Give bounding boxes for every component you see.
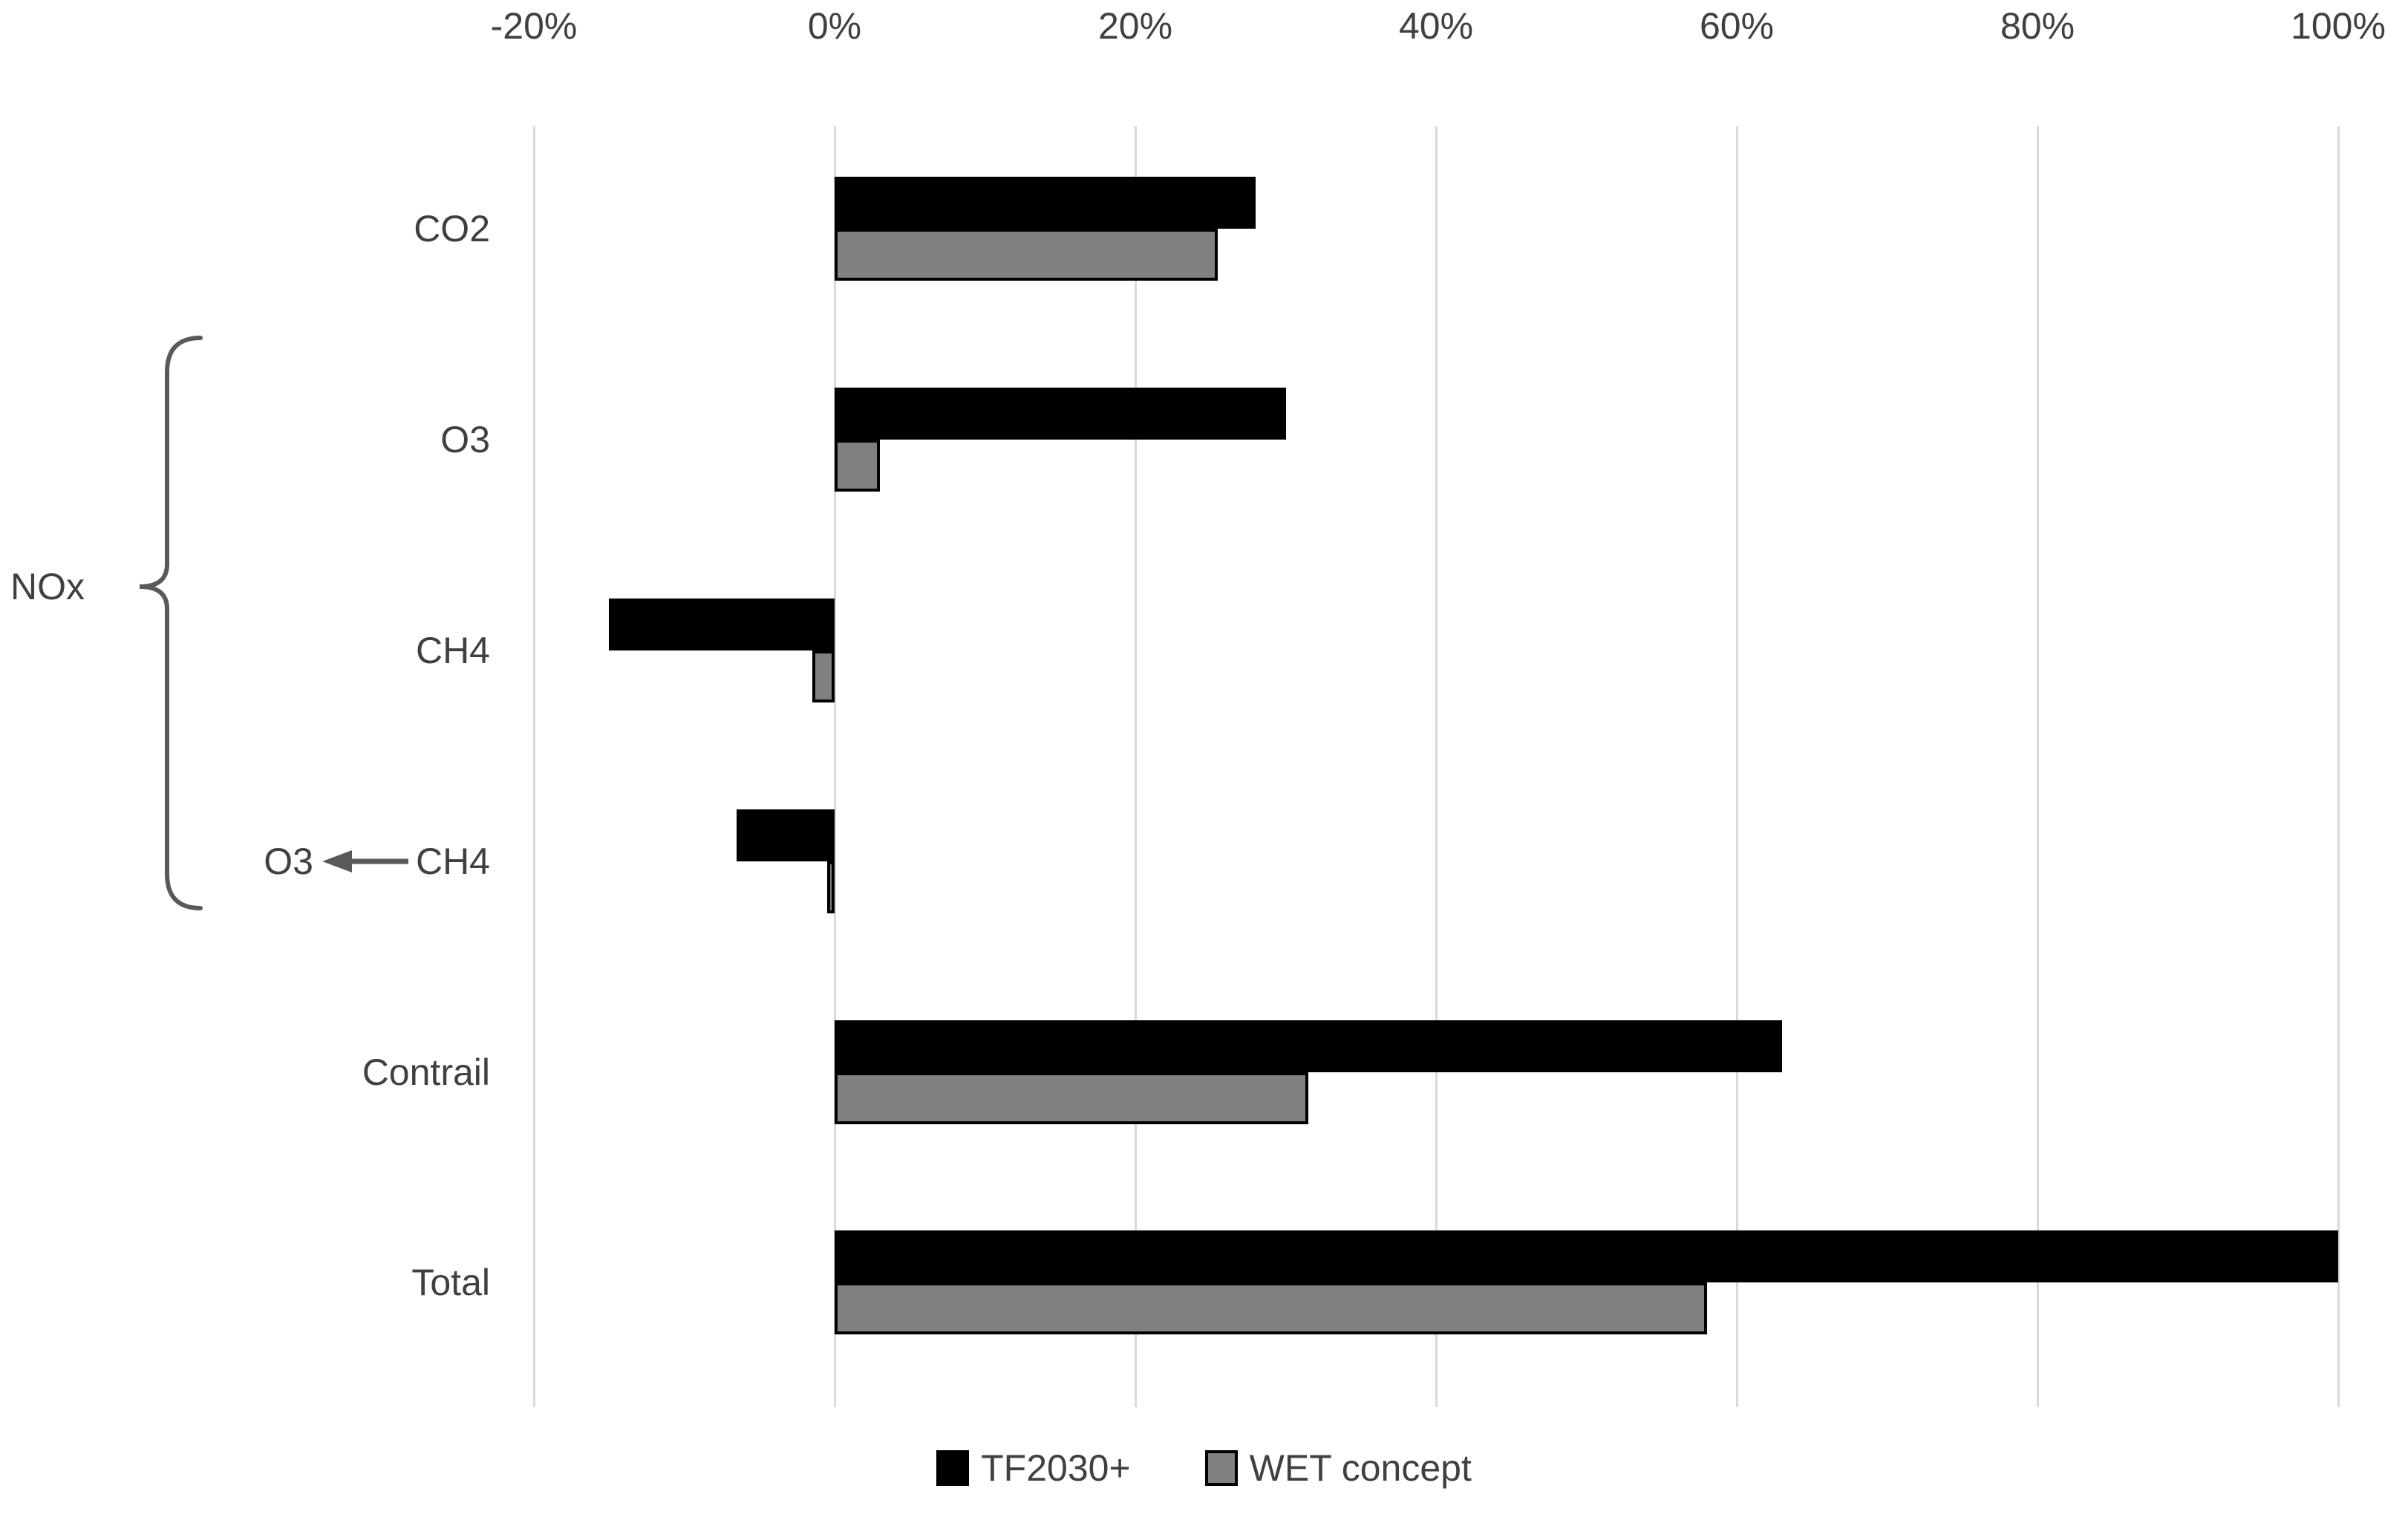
left-arrow-icon: [321, 848, 408, 875]
legend: TF2030+ WET concept: [0, 1436, 2408, 1500]
bar-wet-concept-o3: [835, 440, 880, 492]
bar-tf2030-co2: [835, 177, 1256, 229]
nox-brace-icon: [139, 336, 203, 910]
category-label-contrail: Contrail: [362, 1051, 490, 1093]
legend-label: TF2030+: [981, 1447, 1131, 1489]
axis-tick-label: 40%: [1398, 5, 1474, 47]
legend-swatch-icon: [936, 1450, 970, 1486]
axis-tick-label: 100%: [2291, 5, 2386, 47]
category-label-o3-ch4: O3 CH4: [0, 835, 490, 888]
bar-tf2030-o3-ch4: [737, 809, 835, 861]
category-label-ch4: CH4: [415, 630, 490, 671]
axis-tick-label: 20%: [1097, 5, 1173, 47]
bar-wet-concept-contrail: [835, 1072, 1308, 1124]
axis-tick-label: 60%: [1699, 5, 1775, 47]
category-label-text: CH4: [415, 841, 490, 882]
legend-label: WET concept: [1249, 1447, 1472, 1489]
bar-tf2030-ch4: [609, 599, 835, 650]
bar-tf2030-o3: [835, 388, 1286, 440]
category-label-o3: O3: [440, 419, 490, 460]
bar-wet-concept-total: [835, 1282, 1707, 1334]
axis-tick-label: 80%: [2000, 5, 2075, 47]
bar-wet-concept-co2: [835, 229, 1218, 281]
group-label-nox: NOx: [10, 566, 85, 607]
category-label-total: Total: [411, 1262, 490, 1303]
bar-wet-concept-o3-ch4: [826, 861, 835, 913]
gridline--20: [532, 126, 535, 1407]
gridline-20: [1134, 126, 1137, 1407]
bar-tf2030-contrail: [835, 1020, 1782, 1072]
gridline-40: [1435, 126, 1438, 1407]
gridline-80: [2036, 126, 2039, 1407]
gridline-60: [1735, 126, 1738, 1407]
axis-tick-label: 0%: [807, 5, 862, 47]
legend-swatch-icon: [1204, 1450, 1238, 1486]
category-label-text: O3: [264, 841, 313, 882]
axis-tick-label: -20%: [490, 5, 578, 47]
gridline-100: [2337, 126, 2340, 1407]
legend-item-tf2030: TF2030+: [936, 1447, 1131, 1490]
bar-wet-concept-ch4: [812, 650, 835, 702]
gridline-0: [833, 126, 836, 1407]
bar-tf2030-total: [835, 1230, 2338, 1282]
legend-item-wet-concept: WET concept: [1204, 1447, 1472, 1490]
category-label-co2: CO2: [414, 208, 490, 250]
